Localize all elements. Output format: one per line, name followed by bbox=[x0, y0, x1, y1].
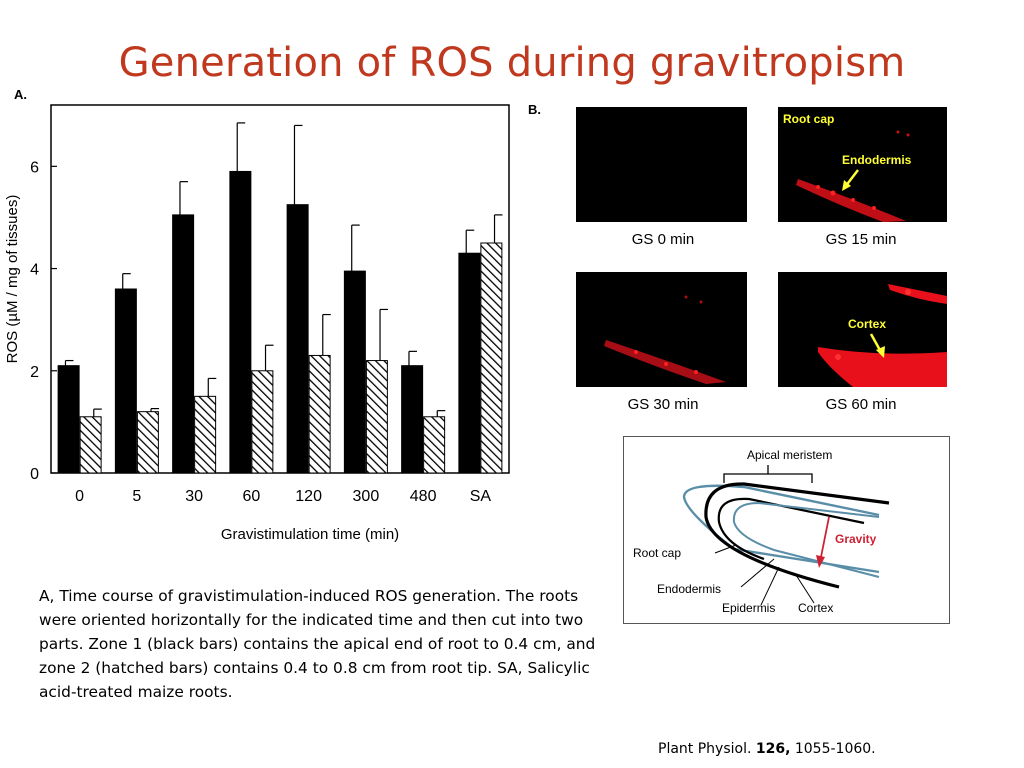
y-tick-label: 4 bbox=[30, 262, 39, 279]
micrograph-gs-60: Cortex bbox=[778, 272, 947, 387]
bar-zone2 bbox=[79, 416, 102, 474]
bar-zone1 bbox=[229, 170, 252, 474]
micrograph-caption: GS 60 min bbox=[825, 396, 897, 413]
endodermis-label: Endodermis bbox=[657, 582, 722, 596]
x-tick-label: 30 bbox=[185, 488, 203, 505]
bar-zone2 bbox=[251, 370, 274, 474]
cortex-label: Cortex bbox=[798, 601, 834, 615]
endodermis-annotation: Endodermis bbox=[842, 153, 912, 167]
bar-zone2 bbox=[423, 416, 446, 474]
micrograph-caption: GS 15 min bbox=[825, 231, 897, 248]
figure-caption: A, Time course of gravistimulation-induc… bbox=[39, 587, 596, 701]
root-anatomy-diagram: Apical meristem Root cap Endodermis Epid… bbox=[623, 436, 950, 624]
bar-zone1 bbox=[458, 252, 481, 474]
bar-zone2 bbox=[480, 242, 503, 474]
x-tick-label: SA bbox=[470, 488, 492, 505]
x-tick-label: 480 bbox=[410, 488, 437, 505]
y-tick-label: 0 bbox=[30, 466, 39, 483]
x-tick-label: 5 bbox=[132, 488, 141, 505]
micrograph-caption: GS 0 min bbox=[631, 231, 695, 248]
panel-b-label: B. bbox=[528, 102, 541, 117]
bar-zone1 bbox=[401, 365, 424, 474]
ros-signal-30 bbox=[604, 295, 726, 384]
gravity-label: Gravity bbox=[835, 532, 877, 546]
y-axis-label: ROS (µM / mg of tissues) bbox=[4, 195, 21, 364]
x-tick-label: 300 bbox=[353, 488, 380, 505]
citation: Plant Physiol. 126, 1055-1060. bbox=[658, 741, 876, 757]
panel-a-label: A. bbox=[14, 87, 27, 102]
root-cap-label: Root cap bbox=[633, 546, 682, 560]
slide-title: Generation of ROS during gravitropism bbox=[118, 40, 906, 86]
y-tick-label: 2 bbox=[30, 364, 39, 381]
x-tick-label: 120 bbox=[295, 488, 322, 505]
micrograph-gs-15: Root cap Endodermis bbox=[778, 107, 947, 222]
x-axis-label: Gravistimulation time (min) bbox=[221, 526, 399, 543]
bar-zone2 bbox=[308, 354, 331, 474]
ros-signal-60 bbox=[818, 284, 947, 387]
root-anatomy-drawing bbox=[682, 465, 890, 606]
bar-zone1 bbox=[57, 365, 80, 474]
bar-zone2 bbox=[194, 395, 217, 474]
citation-volume: 126, bbox=[755, 741, 791, 757]
ros-signal-15 bbox=[796, 130, 910, 222]
apical-meristem-label: Apical meristem bbox=[747, 448, 833, 462]
bar-zone1 bbox=[286, 204, 309, 474]
cortex-annotation: Cortex bbox=[848, 317, 887, 331]
bar-zone1 bbox=[343, 270, 366, 474]
citation-journal: Plant Physiol. bbox=[658, 741, 756, 757]
plot-frame bbox=[50, 104, 510, 474]
x-tick-label: 60 bbox=[242, 488, 260, 505]
citation-pages: 1055-1060. bbox=[790, 741, 876, 757]
bar-zone1 bbox=[172, 214, 195, 474]
micrograph-gs-30 bbox=[576, 272, 747, 387]
bar-zone2 bbox=[365, 360, 388, 474]
micrograph-gs-0 bbox=[576, 107, 747, 222]
bar-zone1 bbox=[114, 288, 137, 474]
epidermis-label: Epidermis bbox=[722, 601, 776, 615]
bar-zone2 bbox=[136, 411, 159, 474]
micrograph-caption: GS 30 min bbox=[627, 396, 699, 413]
root-cap-annotation: Root cap bbox=[783, 112, 835, 126]
x-tick-label: 0 bbox=[75, 488, 84, 505]
y-tick-label: 6 bbox=[30, 159, 39, 176]
